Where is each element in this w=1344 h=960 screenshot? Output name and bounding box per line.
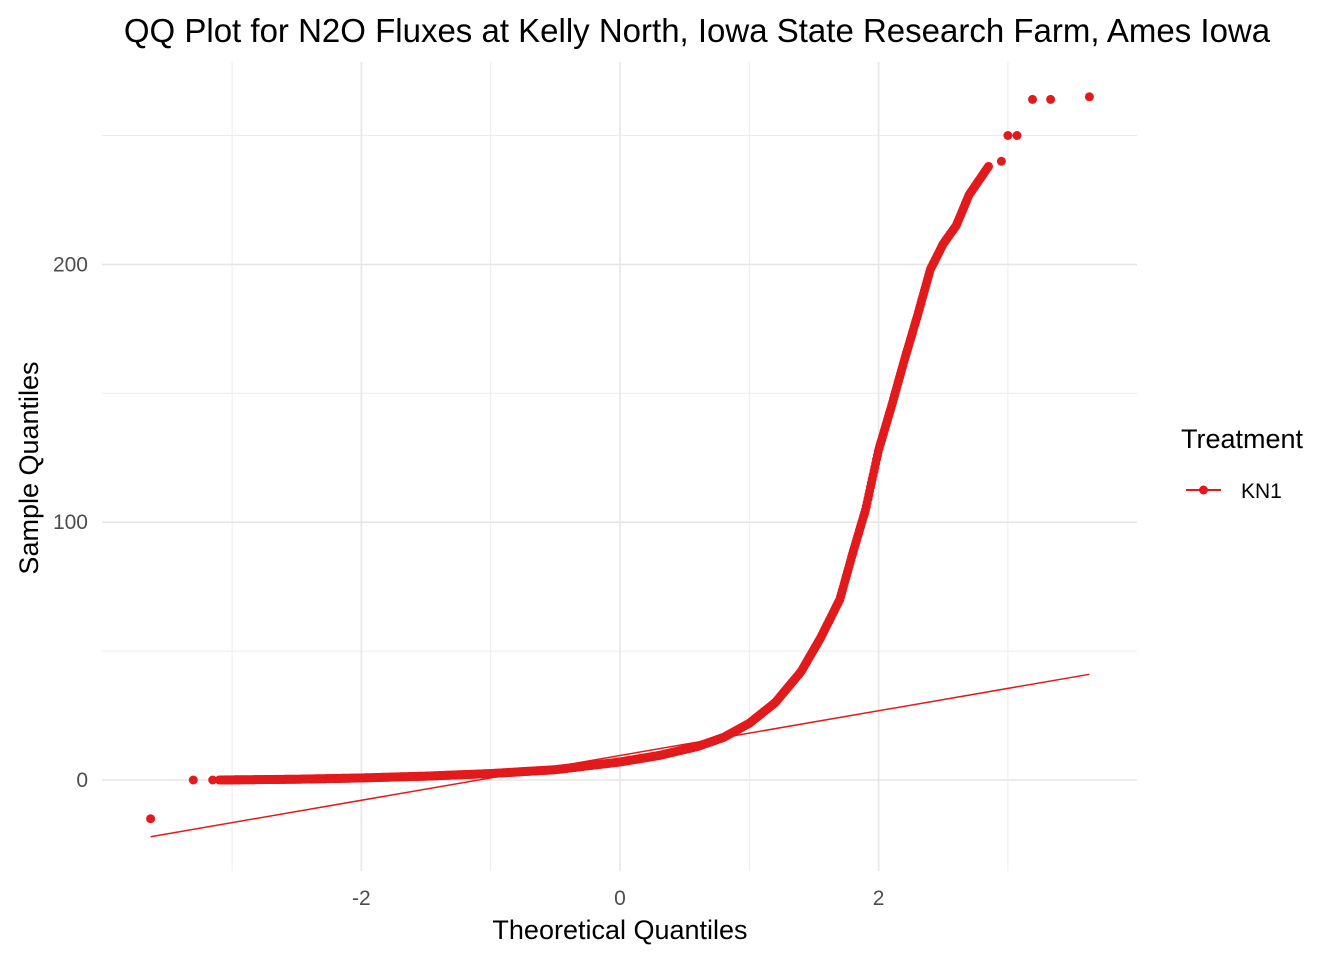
chart-title: QQ Plot for N2O Fluxes at Kelly North, I… [124, 12, 1271, 49]
points-layer [146, 92, 1094, 824]
y-axis-ticks: 0 100 200 [53, 253, 88, 792]
reference-line-layer [150, 673, 1090, 838]
data-point [1084, 92, 1094, 102]
y-tick-label: 100 [53, 511, 88, 534]
x-tick-label: 2 [873, 887, 885, 910]
legend-key-point-kn1 [1199, 485, 1208, 495]
x-axis-ticks: -2 0 2 [352, 887, 884, 910]
data-point [208, 775, 218, 785]
data-point [1028, 94, 1037, 104]
x-axis-title: Theoretical Quantiles [492, 915, 747, 945]
y-tick-label: 200 [53, 253, 88, 276]
data-point [234, 775, 244, 785]
data-point [146, 814, 156, 824]
legend-title: Treatment [1181, 424, 1304, 454]
data-point [1012, 131, 1022, 140]
data-point [1003, 131, 1013, 140]
y-tick-label: 0 [76, 769, 88, 792]
data-point [984, 161, 993, 171]
legend-label-kn1: KN1 [1241, 480, 1282, 503]
data-point [996, 156, 1006, 166]
data-point [188, 775, 198, 785]
x-tick-label: -2 [352, 887, 371, 910]
y-axis-title: Sample Quantiles [14, 361, 44, 574]
data-point [221, 775, 231, 785]
x-tick-label: 0 [614, 887, 626, 910]
qq-reference-line [150, 673, 1090, 838]
data-point [1046, 94, 1056, 104]
legend: Treatment KN1 [1181, 424, 1304, 503]
